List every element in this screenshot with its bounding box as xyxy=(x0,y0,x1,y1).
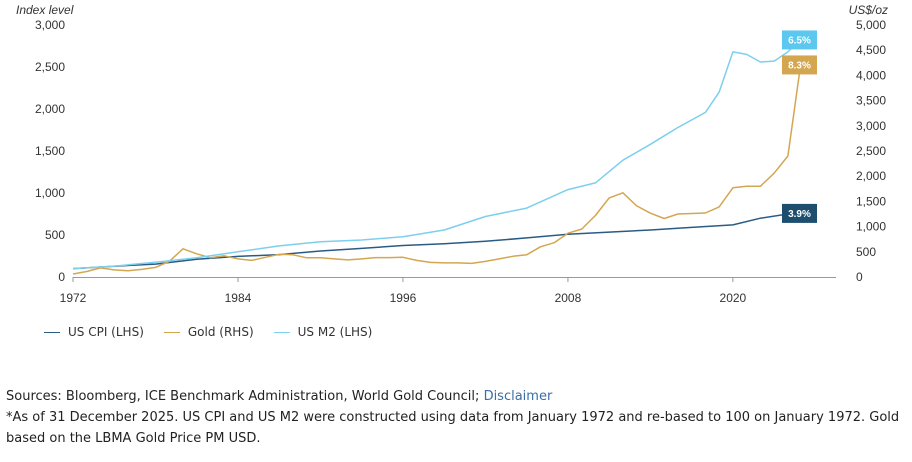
badge-label-us-cpi-lhs: 3.9% xyxy=(788,209,811,220)
y-right-tick-label: 2,000 xyxy=(856,169,886,183)
y-right-tick-label: 1,500 xyxy=(856,194,886,208)
y-left-tick-label: 3,000 xyxy=(35,18,65,32)
y-right-tick-label: 5,000 xyxy=(856,18,886,32)
y-right-tick-label: 3,000 xyxy=(856,119,886,133)
legend-item-gold: Gold (RHS) xyxy=(163,325,254,339)
legend-swatch-us-m2 xyxy=(273,331,290,333)
sources-text: Sources: Bloomberg, ICE Benchmark Admini… xyxy=(6,389,480,404)
badge-bg-us-m2-lhs xyxy=(782,30,817,50)
y-right-tick-label: 0 xyxy=(856,270,863,284)
left-axis-title: Index level xyxy=(16,3,74,17)
y-right-tick-label: 2,500 xyxy=(856,144,886,158)
y-left-tick-label: 1,000 xyxy=(35,186,65,200)
axes: 1972 1984 1996 2008 2020 0 500 1,000 1,500 2,000 2… xyxy=(35,18,886,305)
badge-bg-gold-rhs xyxy=(782,55,817,75)
legend-item-us-cpi: US CPI (LHS) xyxy=(44,325,144,339)
x-tick-label: 2008 xyxy=(555,291,582,305)
x-tick-label: 1984 xyxy=(225,291,252,305)
sources-line: Sources: Bloomberg, ICE Benchmark Admini… xyxy=(6,386,906,407)
y-right-tick-label: 4,000 xyxy=(856,68,886,82)
y-left-tick-label: 500 xyxy=(45,228,65,242)
legend-label-gold: Gold (RHS) xyxy=(187,325,254,339)
x-tick-label: 2020 xyxy=(720,291,747,305)
series-line-us-m2-lhs xyxy=(72,37,803,270)
x-tick-label: 1996 xyxy=(390,291,417,305)
end-value-badges: 6.5% 8.3% 3.9% xyxy=(782,30,817,223)
y-left-tick-label: 0 xyxy=(58,270,65,284)
chart: Index level US$/oz 1972 1984 1996 2008 2020 0… xyxy=(16,3,888,305)
y-right-tick-label: 500 xyxy=(856,245,876,259)
legend-label-us-m2: US M2 (LHS) xyxy=(297,325,373,339)
series-lines xyxy=(72,37,803,275)
chart-notes: Sources: Bloomberg, ICE Benchmark Admini… xyxy=(6,386,906,449)
legend: US CPI (LHS) Gold (RHS) US M2 (LHS) xyxy=(44,325,372,339)
y-left-tick-label: 2,000 xyxy=(35,102,65,116)
y-left-tick-label: 1,500 xyxy=(35,144,65,158)
badge-bg-us-cpi-lhs xyxy=(782,203,817,223)
y-right-tick-label: 3,500 xyxy=(856,94,886,108)
disclaimer-link[interactable]: Disclaimer xyxy=(483,389,553,404)
badge-label-us-m2-lhs: 6.5% xyxy=(788,35,811,46)
legend-item-us-m2: US M2 (LHS) xyxy=(273,325,373,339)
x-tick-label: 1972 xyxy=(60,291,87,305)
y-left-tick-label: 2,500 xyxy=(35,60,65,74)
series-line-us-cpi-lhs xyxy=(72,211,802,270)
y-right-tick-label: 4,500 xyxy=(856,43,886,57)
legend-label-us-cpi: US CPI (LHS) xyxy=(68,325,144,339)
footnote: *As of 31 December 2025. US CPI and US M… xyxy=(6,410,900,446)
badge-label-gold-rhs: 8.3% xyxy=(788,60,811,71)
right-axis-title: US$/oz xyxy=(849,3,888,17)
legend-swatch-gold xyxy=(163,331,180,333)
series-line-gold-rhs xyxy=(72,57,803,275)
legend-swatch-us-cpi xyxy=(44,331,60,333)
y-right-tick-label: 1,000 xyxy=(856,220,886,234)
